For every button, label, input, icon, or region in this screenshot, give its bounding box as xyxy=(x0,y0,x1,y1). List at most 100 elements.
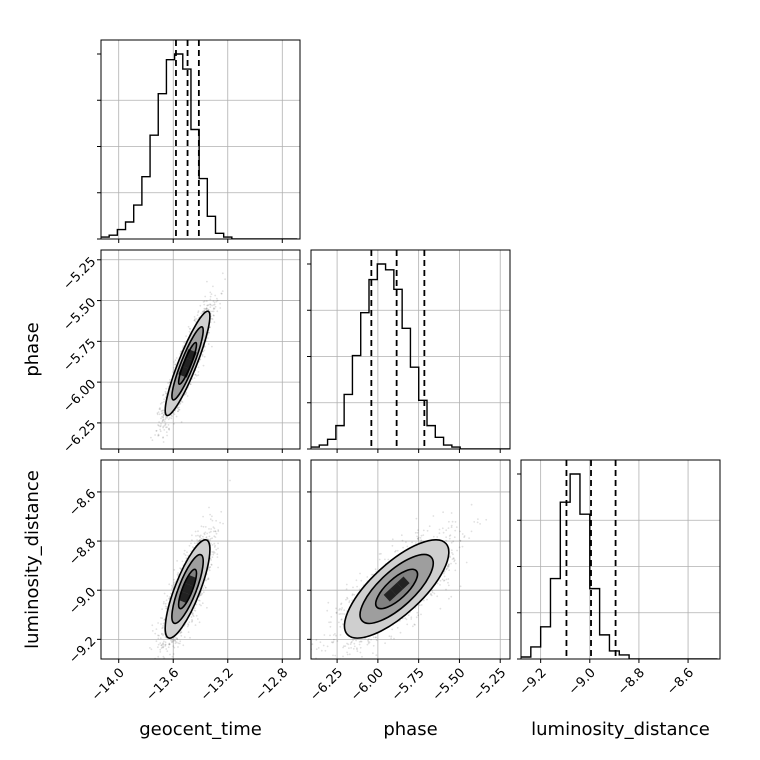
scatter-point xyxy=(194,373,197,376)
scatter-point xyxy=(485,518,488,521)
scatter-point xyxy=(162,426,164,429)
scatter-point xyxy=(191,539,193,542)
scatter-point xyxy=(359,646,362,649)
scatter-point xyxy=(197,599,200,602)
scatter-point xyxy=(416,531,419,534)
scatter-point xyxy=(197,371,200,373)
scatter-point xyxy=(447,584,450,587)
scatter-point xyxy=(184,393,186,396)
scatter-point xyxy=(326,609,329,612)
scatter-point xyxy=(196,618,199,620)
scatter-point xyxy=(165,392,167,395)
scatter-point xyxy=(174,642,177,645)
scatter-point xyxy=(197,311,199,314)
scatter-point xyxy=(188,330,191,333)
scatter-point xyxy=(204,586,207,589)
scatter-point xyxy=(167,418,170,421)
scatter-point xyxy=(201,355,204,357)
scatter-point xyxy=(165,599,168,602)
scatter-point xyxy=(194,318,196,321)
scatter-point xyxy=(212,553,215,556)
scatter-point xyxy=(171,655,174,658)
scatter-point xyxy=(202,535,204,538)
scatter-point xyxy=(210,559,212,561)
scatter-point xyxy=(401,539,404,542)
scatter-point xyxy=(179,567,181,570)
scatter-point xyxy=(199,536,201,539)
scatter-point xyxy=(159,403,162,405)
scatter-point xyxy=(171,584,173,587)
scatter-point xyxy=(167,382,169,384)
scatter-point xyxy=(211,556,214,558)
scatter-point xyxy=(393,637,395,640)
scatter-point xyxy=(161,401,163,404)
scatter-point xyxy=(168,643,170,646)
scatter-point xyxy=(204,587,207,589)
scatter-point xyxy=(166,434,168,437)
scatter-point xyxy=(164,423,167,426)
scatter-point xyxy=(476,521,479,524)
scatter-point xyxy=(167,424,170,426)
scatter-point xyxy=(415,517,418,520)
scatter-point xyxy=(173,569,176,571)
scatter-point xyxy=(172,371,174,373)
scatter-point xyxy=(445,568,448,571)
scatter-point xyxy=(334,654,337,657)
scatter-point xyxy=(169,378,171,381)
scatter-point xyxy=(196,539,198,541)
panel-geocent-time-vs-luminosity-distance xyxy=(97,459,301,663)
scatter-point xyxy=(422,529,425,532)
scatter-point xyxy=(196,314,199,317)
scatter-point xyxy=(453,559,456,561)
hist-panel-luminosity-distance xyxy=(517,459,721,663)
scatter-point xyxy=(396,626,399,629)
scatter-point xyxy=(208,531,211,534)
scatter-point xyxy=(200,604,202,607)
scatter-point xyxy=(157,433,160,436)
scatter-point xyxy=(173,361,175,363)
scatter-point xyxy=(216,556,219,558)
scatter-point xyxy=(157,646,159,649)
scatter-point xyxy=(187,623,189,625)
scatter-point xyxy=(174,640,177,643)
scatter-point xyxy=(207,308,209,311)
scatter-point xyxy=(207,577,210,580)
scatter-point xyxy=(163,633,165,636)
scatter-point xyxy=(205,308,208,311)
scatter-point xyxy=(179,632,182,635)
scatter-point xyxy=(372,652,374,655)
scatter-point xyxy=(209,326,211,329)
scatter-point xyxy=(155,429,158,432)
scatter-point xyxy=(176,407,179,409)
scatter-point xyxy=(157,434,159,437)
scatter-point xyxy=(353,642,356,645)
scatter-point xyxy=(166,606,168,608)
scatter-point xyxy=(448,564,450,566)
scatter-point xyxy=(390,637,392,640)
scatter-point xyxy=(210,563,213,566)
scatter-point xyxy=(206,304,209,307)
scatter-point xyxy=(170,640,173,643)
scatter-point xyxy=(213,321,216,323)
scatter-point xyxy=(342,655,344,658)
scatter-point xyxy=(213,527,216,530)
scatter-point xyxy=(157,634,159,637)
scatter-point xyxy=(213,552,216,554)
scatter-point xyxy=(361,655,363,658)
scatter-point xyxy=(161,646,164,648)
scatter-point xyxy=(343,609,346,612)
contour-line xyxy=(171,326,204,401)
scatter-point xyxy=(326,645,329,648)
scatter-point xyxy=(351,640,353,643)
scatter-point xyxy=(178,642,181,645)
scatter-point xyxy=(158,413,161,416)
scatter-point xyxy=(185,557,188,559)
scatter-point xyxy=(210,317,213,320)
scatter-point xyxy=(201,592,204,595)
scatter-point xyxy=(155,661,157,663)
scatter-point xyxy=(209,303,211,306)
scatter-point xyxy=(211,515,213,518)
scatter-point xyxy=(162,655,165,658)
scatter-point xyxy=(372,573,374,576)
scatter-point xyxy=(213,535,216,538)
